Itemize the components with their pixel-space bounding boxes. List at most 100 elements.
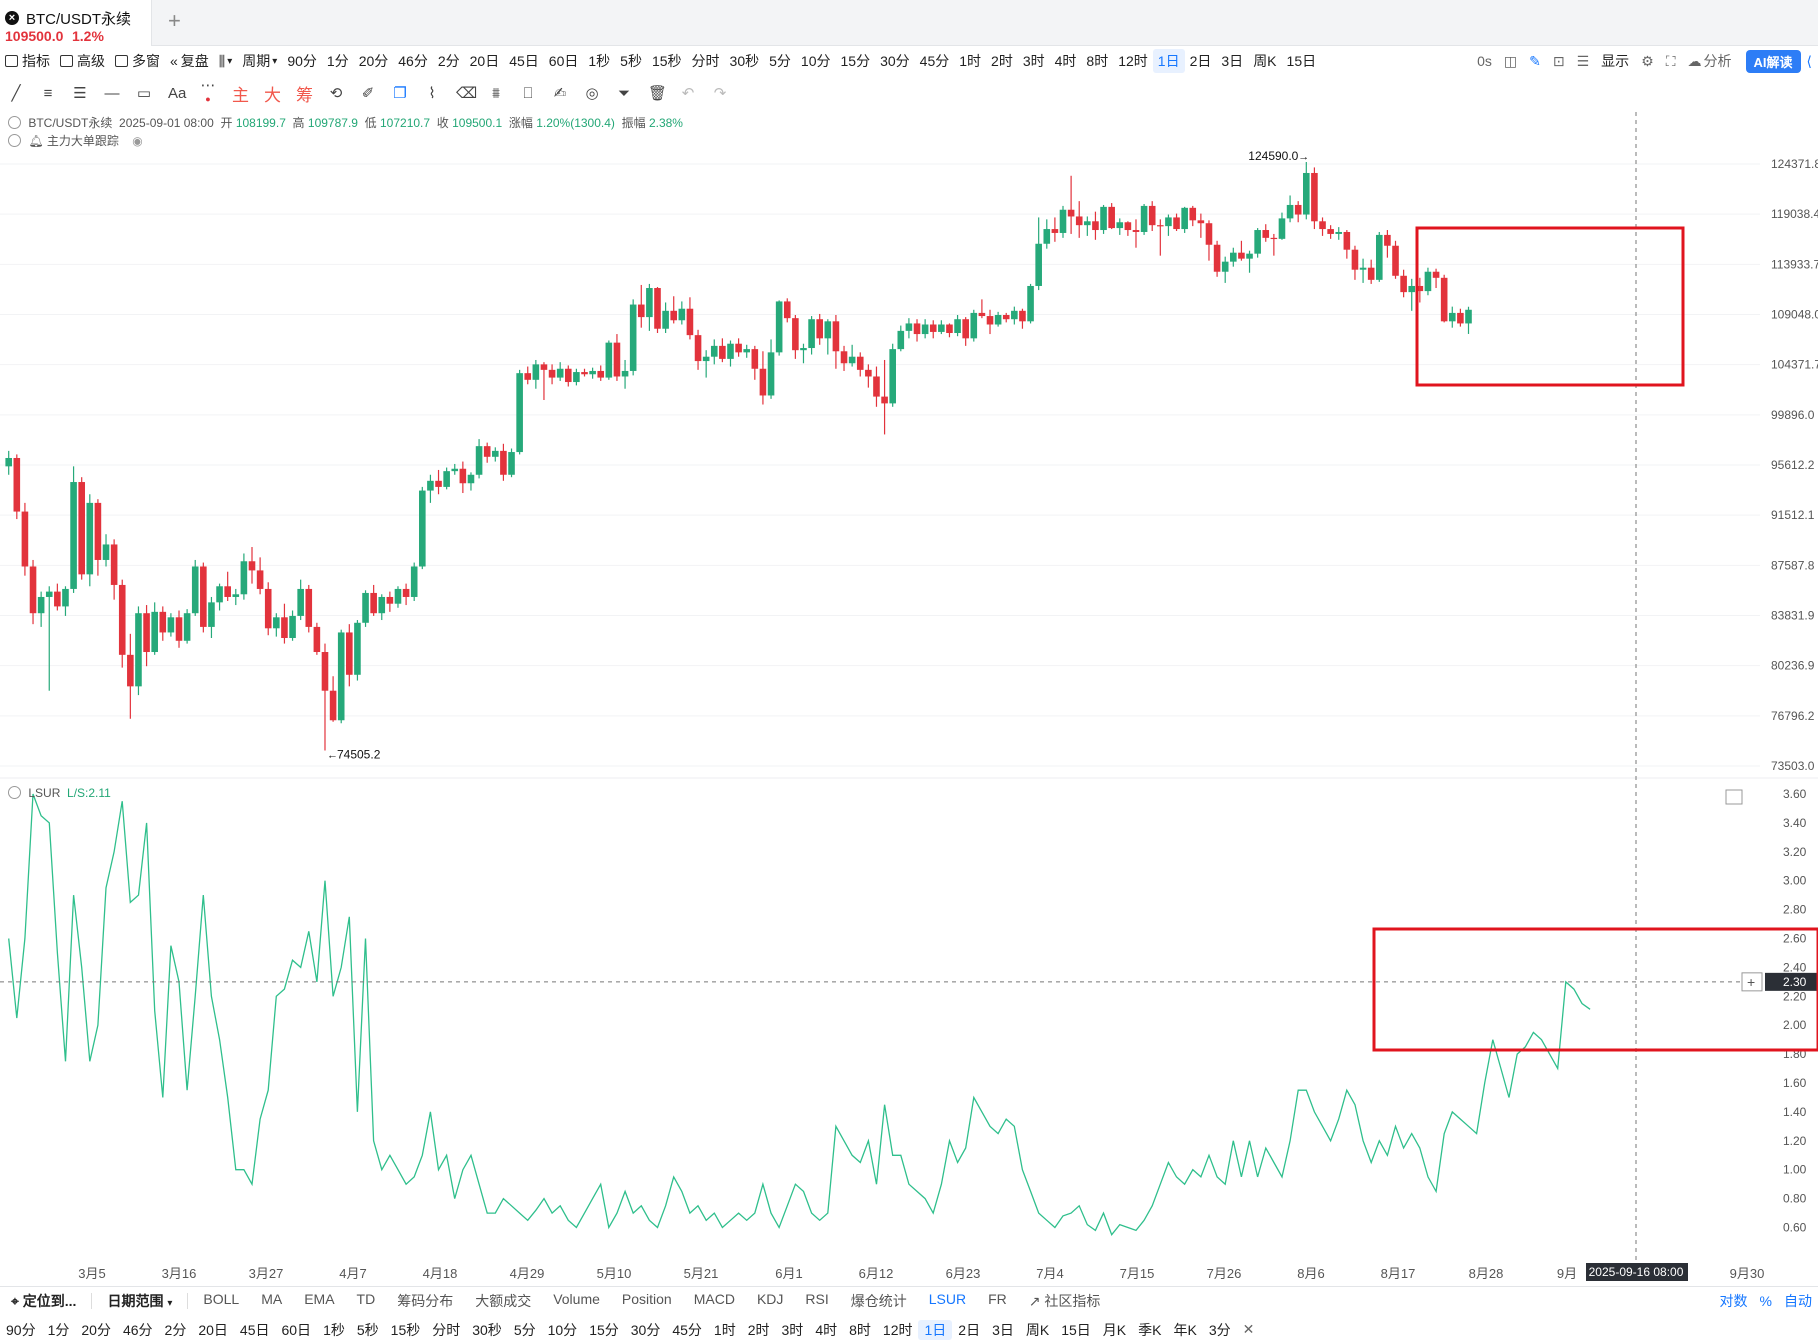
display-button[interactable]: 显示 — [1601, 53, 1630, 69]
log-scale-toggle[interactable]: 对数 — [1719, 1293, 1748, 1309]
bottom-period-item-31[interactable]: 年K — [1173, 1321, 1197, 1338]
ruler-icon[interactable]: ⌇ — [428, 85, 436, 102]
period-item-26[interactable]: 3日 — [1221, 53, 1244, 69]
bottom-period-item-5[interactable]: 20日 — [198, 1321, 228, 1338]
period-item-0[interactable]: 90分 — [287, 53, 317, 69]
pen-icon[interactable]: ✎ — [1529, 52, 1541, 69]
bottom-period-item-14[interactable]: 10分 — [547, 1321, 578, 1338]
bottom-period-item-13[interactable]: 5分 — [513, 1321, 536, 1338]
indicator-tab-8[interactable]: MACD — [693, 1290, 735, 1307]
advanced-button[interactable]: 高级 — [55, 49, 110, 73]
chip-button[interactable]: 筹 — [296, 85, 313, 105]
eye-icon[interactable]: ◎ — [585, 85, 599, 102]
indicator-name[interactable]: 主力大单跟踪 — [46, 134, 119, 148]
period-item-27[interactable]: 周K — [1253, 53, 1277, 69]
copy-icon[interactable]: ❐ — [393, 85, 407, 102]
list-icon[interactable]: ☰ — [1576, 52, 1590, 69]
bottom-period-item-15[interactable]: 15分 — [589, 1321, 619, 1338]
indicator-tab-2[interactable]: EMA — [304, 1290, 335, 1307]
period-item-19[interactable]: 2时 — [991, 53, 1013, 69]
period-button[interactable]: 周期 ▾ — [237, 49, 282, 73]
indicator-tab-10[interactable]: RSI — [805, 1290, 829, 1307]
lsur-name[interactable]: LSUR — [28, 786, 61, 800]
period-item-23[interactable]: 12时 — [1118, 53, 1148, 69]
indicator-tab-5[interactable]: 大额成交 — [475, 1292, 532, 1309]
period-item-7[interactable]: 60日 — [548, 53, 579, 69]
bottom-period-item-11[interactable]: 分时 — [432, 1321, 461, 1338]
period-item-9[interactable]: 5秒 — [620, 53, 642, 69]
indicator-tab-13[interactable]: FR — [988, 1290, 1007, 1307]
filter-icon[interactable]: ⏷ — [617, 84, 630, 102]
chart-type-button[interactable]: ⫼ ▾ — [214, 49, 237, 73]
date-range-button[interactable]: 日期范围 ▾ — [96, 1291, 183, 1311]
period-item-20[interactable]: 3时 — [1022, 53, 1045, 69]
magnet-icon[interactable]: ⟲ — [329, 85, 343, 102]
auto-scale-toggle[interactable]: 自动 — [1784, 1293, 1812, 1309]
brush-icon[interactable]: ✐ — [361, 85, 375, 102]
bottom-period-item-22[interactable]: 8时 — [849, 1321, 871, 1338]
layout-icon[interactable]: ⊡ — [1552, 52, 1565, 69]
bottom-period-item-26[interactable]: 3日 — [992, 1321, 1014, 1338]
bottom-period-item-28[interactable]: 15日 — [1061, 1321, 1091, 1338]
percent-scale-toggle[interactable]: % — [1759, 1293, 1772, 1309]
bottom-period-item-2[interactable]: 20分 — [81, 1321, 111, 1338]
period-item-11[interactable]: 分时 — [691, 53, 720, 69]
bottom-period-item-4[interactable]: 2分 — [164, 1321, 187, 1338]
ai-button[interactable]: AI解读 — [1745, 49, 1801, 73]
bottom-period-item-29[interactable]: 月K — [1102, 1321, 1127, 1338]
camera-icon[interactable]: ◫ — [1503, 52, 1518, 69]
note-icon[interactable]: ✍ — [553, 85, 567, 102]
period-item-28[interactable]: 15日 — [1286, 53, 1317, 69]
bottom-period-item-6[interactable]: 45日 — [239, 1321, 270, 1338]
collapse-icon[interactable] — [8, 116, 21, 129]
bottom-period-item-8[interactable]: 1秒 — [323, 1321, 345, 1338]
undo-icon[interactable]: ↶ — [681, 85, 695, 102]
period-item-14[interactable]: 10分 — [800, 53, 831, 69]
collapse-icon[interactable] — [8, 134, 21, 147]
main-force-button[interactable]: 主 — [232, 85, 249, 105]
close-icon[interactable]: × — [5, 11, 19, 25]
bottom-period-item-19[interactable]: 2时 — [747, 1321, 770, 1338]
bottom-period-item-7[interactable]: 60日 — [281, 1321, 312, 1338]
period-item-10[interactable]: 15秒 — [651, 53, 682, 69]
rectangle-icon[interactable]: ▭ — [136, 85, 152, 102]
horizontal-lines-icon[interactable]: ☰ — [73, 85, 87, 102]
bottom-period-item-30[interactable]: 季K — [1138, 1321, 1162, 1338]
cloud-icon[interactable]: ☁ — [1687, 52, 1702, 69]
period-item-17[interactable]: 45分 — [919, 53, 950, 69]
redo-icon[interactable]: ↷ — [713, 85, 727, 102]
period-item-4[interactable]: 2分 — [437, 53, 460, 69]
indicators-button[interactable]: 指标 — [0, 49, 55, 73]
more-icon[interactable]: ⋯● — [200, 76, 216, 104]
bottom-period-item-0[interactable]: 90分 — [6, 1321, 36, 1338]
fullscreen-icon[interactable]: ⛶ — [1665, 52, 1676, 69]
collapse-icon[interactable] — [8, 786, 21, 799]
bottom-period-item-1[interactable]: 1分 — [47, 1321, 70, 1338]
period-item-24[interactable]: 1日 — [1152, 49, 1185, 73]
bottom-period-item-23[interactable]: 12时 — [882, 1321, 913, 1338]
eye-icon[interactable]: ◉ — [132, 134, 143, 148]
tab-btc-usdt[interactable]: × BTC/USDT永续 109500.0 1.2% — [0, 0, 152, 46]
indicator-tab-9[interactable]: KDJ — [756, 1290, 784, 1307]
trash-icon[interactable]: 🗑 — [648, 85, 668, 102]
indicator-tab-1[interactable]: MA — [261, 1290, 283, 1307]
bottom-period-item-32[interactable]: 3分 — [1208, 1321, 1231, 1338]
bottom-period-item-3[interactable]: 46分 — [122, 1321, 153, 1338]
eraser-icon[interactable]: ⌫ — [456, 85, 478, 102]
period-item-2[interactable]: 20分 — [358, 53, 389, 69]
period-item-13[interactable]: 5分 — [769, 53, 791, 69]
period-item-5[interactable]: 20日 — [469, 53, 500, 69]
bottom-period-item-27[interactable]: 周K — [1025, 1321, 1050, 1338]
bottom-period-item-10[interactable]: 15秒 — [390, 1321, 421, 1338]
big-order-button[interactable]: 大 — [264, 85, 281, 105]
period-item-6[interactable]: 45日 — [509, 53, 539, 69]
indicator-tab-12[interactable]: LSUR — [928, 1290, 967, 1307]
bottom-period-item-24[interactable]: 1日 — [918, 1319, 953, 1340]
text-tool[interactable]: Aa — [168, 84, 187, 102]
period-item-21[interactable]: 4时 — [1054, 53, 1077, 69]
period-item-16[interactable]: 30分 — [880, 53, 910, 69]
indicator-tab-4[interactable]: 筹码分布 — [397, 1292, 454, 1309]
period-item-3[interactable]: 46分 — [398, 53, 428, 69]
indicator-tab-3[interactable]: TD — [356, 1290, 376, 1307]
add-tab-icon[interactable]: + — [168, 8, 181, 33]
